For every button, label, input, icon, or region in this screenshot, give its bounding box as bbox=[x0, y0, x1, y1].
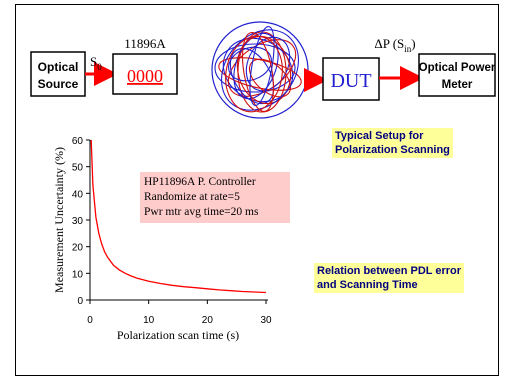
polarization-controller-box bbox=[112, 53, 178, 95]
y-tick-label: 0 bbox=[77, 296, 83, 307]
dut-label: DUT bbox=[330, 70, 371, 92]
relation-note-line-1: Relation between PDL error bbox=[317, 265, 462, 277]
controller-display: 0000 bbox=[127, 66, 163, 86]
relation-note: Relation between PDL error and Scanning … bbox=[314, 263, 465, 293]
optical-power-meter-box bbox=[418, 53, 496, 97]
x-tick-label: 20 bbox=[202, 315, 214, 326]
y-tick-label: 50 bbox=[72, 163, 84, 174]
controller-settings-annotation: HP11896A P. Controller Randomize at rate… bbox=[140, 172, 290, 223]
x-axis-label: Polarization scan time (s) bbox=[117, 328, 239, 342]
fiber-spool bbox=[211, 21, 309, 119]
setup-note-line-2: Polarization Scanning bbox=[335, 144, 450, 156]
optical-source-label-1: Optical bbox=[38, 60, 79, 74]
x-tick-label: 30 bbox=[260, 315, 272, 326]
y-tick-label: 30 bbox=[72, 216, 84, 227]
y-tick-label: 40 bbox=[72, 189, 84, 200]
delta-p-label: ΔP (Sin) bbox=[374, 36, 415, 54]
uncertainty-chart: 0 10 20 30 40 50 60 0 10 20 30 Polarization scan … bbox=[52, 136, 272, 342]
annotation-line-3: Pwr mtr avg time=20 ms bbox=[144, 206, 259, 218]
s0-label: S0 bbox=[90, 54, 102, 72]
x-tick-label: 10 bbox=[143, 315, 155, 326]
slide-frame bbox=[15, 4, 499, 376]
optical-source-label-2: Source bbox=[38, 77, 79, 91]
optical-source-box bbox=[30, 51, 86, 97]
meter-label-1: Optical Power bbox=[419, 62, 496, 74]
relation-note-line-2: and Scanning Time bbox=[317, 279, 418, 291]
meter-label-2: Meter bbox=[442, 79, 473, 91]
annotation-line-1: HP11896A P. Controller bbox=[144, 176, 256, 188]
uncertainty-curve bbox=[90, 139, 267, 294]
y-tick-label: 60 bbox=[72, 136, 84, 147]
x-tick-label: 0 bbox=[87, 315, 93, 326]
y-axis-label: Measurement Uncertainty (%) bbox=[52, 147, 66, 293]
controller-model-label: 11896A bbox=[124, 36, 166, 51]
setup-note: Typical Setup for Polarization Scanning bbox=[332, 128, 453, 158]
y-tick-label: 10 bbox=[72, 269, 84, 280]
setup-note-line-1: Typical Setup for bbox=[335, 130, 424, 142]
y-tick-label: 20 bbox=[72, 243, 84, 254]
annotation-line-2: Randomize at rate=5 bbox=[144, 191, 240, 203]
